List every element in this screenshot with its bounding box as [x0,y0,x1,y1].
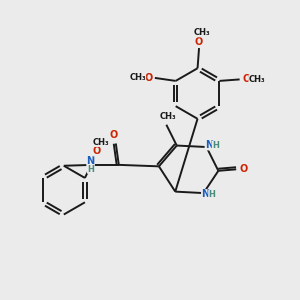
Text: O: O [109,130,118,140]
Text: H: H [87,164,94,173]
Text: O: O [93,146,101,156]
Text: CH₃: CH₃ [194,28,210,37]
Text: N: N [86,156,94,166]
Text: O: O [239,164,248,174]
Text: CH₃: CH₃ [160,112,176,121]
Text: CH₃: CH₃ [129,74,146,82]
Text: H: H [208,190,215,199]
Text: O: O [195,37,203,46]
Text: CH₃: CH₃ [249,75,265,84]
Text: H: H [212,141,219,150]
Text: N: N [205,140,213,150]
Text: N: N [201,189,209,199]
Text: CH₃: CH₃ [93,138,110,147]
Text: O: O [242,74,250,84]
Text: O: O [144,73,152,83]
